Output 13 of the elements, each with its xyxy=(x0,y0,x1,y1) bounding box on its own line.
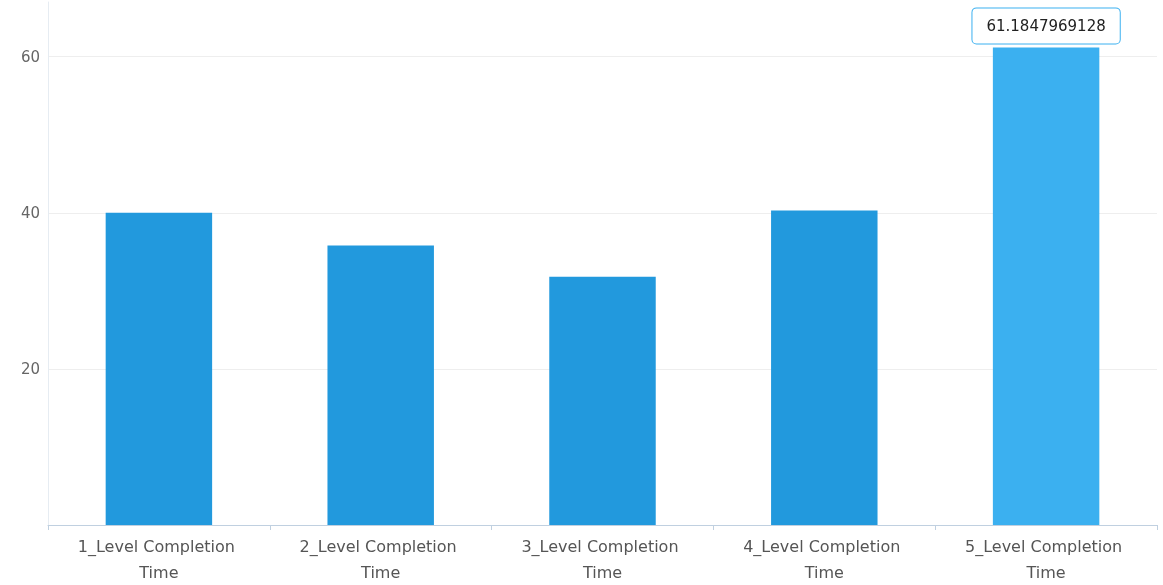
x-tick-label: 1_Level Completion Time xyxy=(77,536,241,582)
data-label: 61.1847969128 xyxy=(986,16,1106,35)
bar xyxy=(549,276,656,525)
y-tick-label: 40 xyxy=(20,203,40,222)
y-tick-label: 20 xyxy=(20,359,40,378)
bar xyxy=(327,245,434,525)
bar xyxy=(105,212,213,525)
bar xyxy=(771,210,878,525)
x-tick-label: 5_Level Completion Time xyxy=(964,536,1128,582)
x-tick-label: 3_Level Completion Time xyxy=(521,536,684,582)
x-tick-label: 4_Level Completion Time xyxy=(743,536,906,582)
y-tick-label: 60 xyxy=(20,47,40,66)
x-tick-label: 2_Level Completion Time xyxy=(299,536,462,582)
